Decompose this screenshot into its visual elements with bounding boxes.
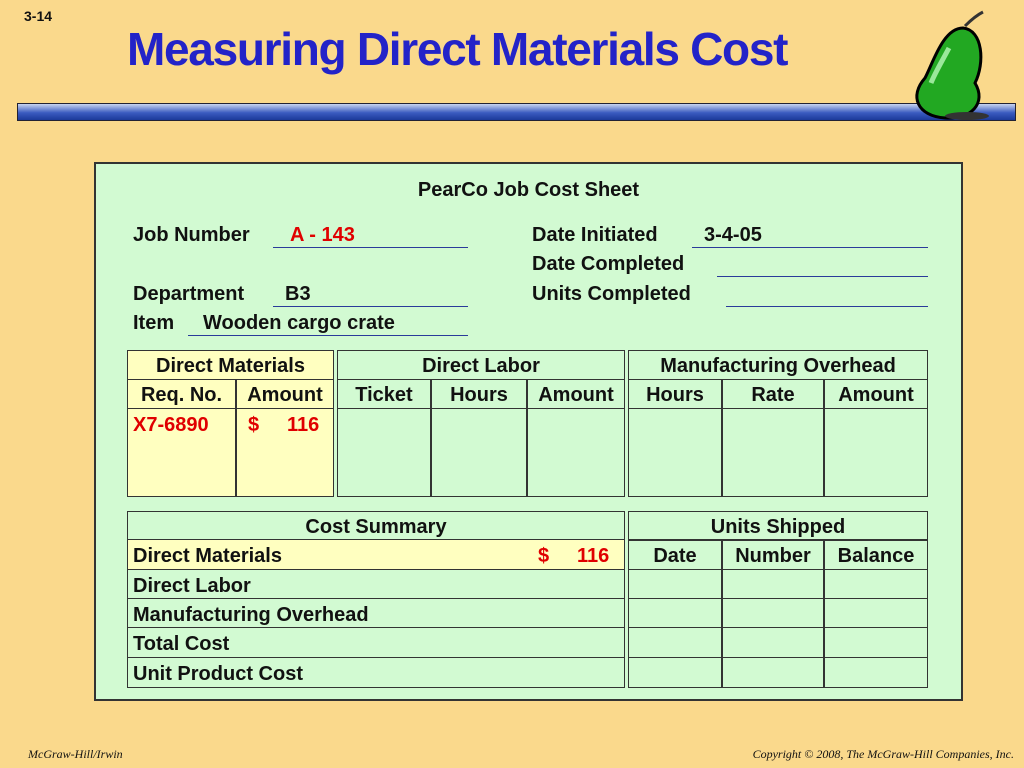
sheet-title: PearCo Job Cost Sheet — [417, 179, 640, 201]
field-label: Job Number — [133, 224, 250, 246]
group-header: Direct Materials — [156, 355, 305, 377]
summary-label: Unit Product Cost — [133, 663, 303, 685]
field-value: B3 — [285, 283, 311, 305]
table-cell — [628, 657, 722, 688]
slide-number: 3-14 — [24, 8, 53, 24]
table-cell — [722, 627, 824, 658]
table-cell — [628, 627, 722, 658]
column-header: Number — [735, 545, 811, 567]
field-underline — [692, 247, 928, 248]
summary-label: Direct Labor — [133, 575, 251, 597]
summary-label: Direct Materials — [133, 545, 282, 567]
field-underline — [273, 247, 468, 248]
table-cell — [824, 569, 928, 599]
units-shipped-title: Units Shipped — [710, 516, 846, 538]
field-label: Date Initiated — [532, 224, 658, 246]
table-cell — [824, 598, 928, 628]
summary-label: Total Cost — [133, 633, 230, 655]
column-header: Amount — [838, 384, 914, 406]
table-cell — [824, 657, 928, 688]
table-cell — [628, 408, 722, 497]
column-header: Balance — [837, 545, 915, 567]
req-no: X7-6890 — [133, 414, 209, 436]
table-cell — [127, 350, 334, 380]
table-cell — [628, 511, 928, 541]
field-underline — [726, 306, 928, 307]
table-cell — [824, 408, 928, 497]
column-header: Amount — [538, 384, 614, 406]
field-label: Date Completed — [532, 253, 685, 275]
pear-icon — [915, 10, 989, 120]
table-cell — [527, 408, 625, 497]
table-cell — [431, 408, 527, 497]
table-cell — [628, 598, 722, 628]
column-header: Amount — [247, 384, 323, 406]
field-label: Item — [133, 312, 175, 334]
footer-right: Copyright © 2008, The McGraw-Hill Compan… — [752, 747, 1014, 761]
field-value: Wooden cargo crate — [203, 312, 395, 334]
table-cell — [628, 569, 722, 599]
field-underline — [188, 335, 468, 336]
column-header: Ticket — [355, 384, 413, 406]
slide-title: Measuring Direct Materials Cost — [127, 23, 788, 75]
table-cell — [722, 657, 824, 688]
footer-left: McGraw-Hill/Irwin — [28, 747, 123, 761]
column-header: Rate — [751, 384, 795, 406]
currency: $ — [248, 414, 260, 436]
field-value: 3-4-05 — [704, 224, 762, 246]
table-cell — [127, 539, 625, 570]
amount: 116 — [287, 414, 320, 436]
field-underline — [717, 276, 928, 277]
column-header: Date — [653, 545, 697, 567]
summary-label: Manufacturing Overhead — [133, 604, 369, 626]
group-header: Manufacturing Overhead — [660, 355, 896, 377]
table-cell — [722, 408, 824, 497]
column-header: Hours — [646, 384, 704, 406]
table-cell — [337, 408, 431, 497]
table-cell — [127, 408, 236, 497]
table-cell — [127, 657, 625, 688]
summary-title: Cost Summary — [305, 516, 447, 538]
group-header: Direct Labor — [422, 355, 540, 377]
table-cell — [722, 569, 824, 599]
field-underline — [273, 306, 468, 307]
field-label: Department — [133, 283, 245, 305]
column-header: Hours — [450, 384, 508, 406]
field-label: Units Completed — [532, 283, 691, 305]
amount: 116 — [577, 545, 610, 567]
table-cell — [824, 627, 928, 658]
table-cell — [722, 598, 824, 628]
table-cell — [236, 408, 334, 497]
column-header: Req. No. — [140, 384, 223, 406]
title-bar — [17, 103, 1016, 121]
field-value: A - 143 — [290, 224, 355, 246]
currency: $ — [538, 545, 550, 567]
